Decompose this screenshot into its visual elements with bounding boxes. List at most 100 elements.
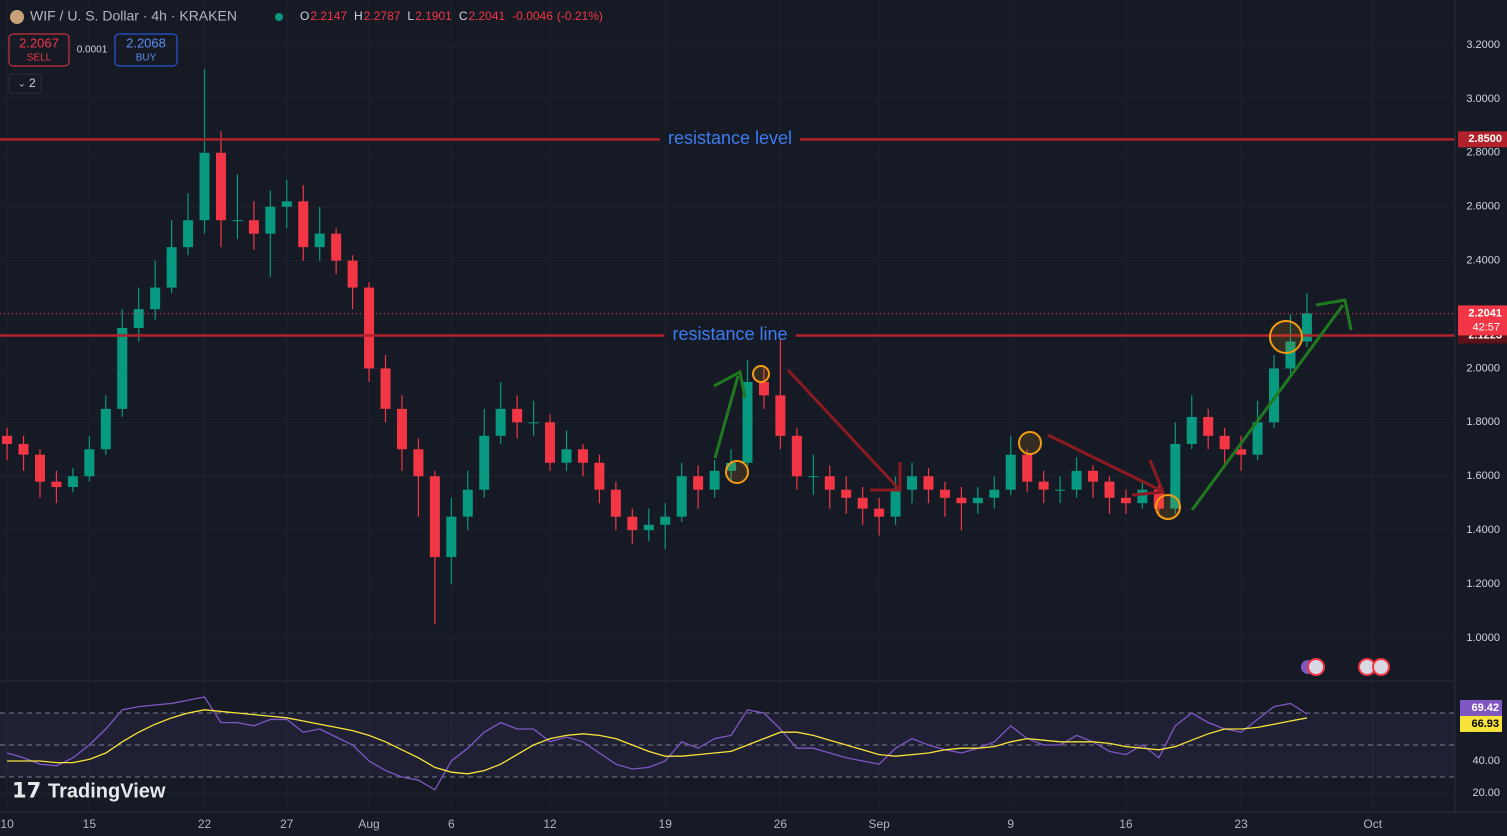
candle-body: [1186, 416, 1197, 444]
candle-body: [396, 408, 407, 450]
arrow-head: [1131, 459, 1166, 497]
y-tick-label: 1.4000: [1466, 524, 1500, 536]
candle-body: [1301, 313, 1312, 342]
candle-body: [577, 449, 588, 463]
candle-body: [479, 435, 490, 490]
level-annotation: resistance line: [672, 324, 787, 344]
y-tick-label: 1.2000: [1466, 578, 1500, 590]
candle-body: [1071, 470, 1082, 490]
x-tick-label: 26: [774, 817, 788, 831]
rsi-tag: [1460, 715, 1502, 732]
candle-body: [462, 489, 473, 517]
candle-body: [215, 152, 226, 221]
highlight-circle: [1269, 320, 1303, 354]
y-tick-label: 1.0000: [1466, 632, 1500, 644]
arrow-head: [1315, 298, 1353, 331]
status-dot: [275, 13, 283, 21]
candle-body: [512, 408, 523, 423]
x-tick-label: 9: [1007, 817, 1014, 831]
arrow-head: [713, 369, 747, 399]
candle-body: [693, 476, 704, 490]
candle-body: [429, 476, 440, 558]
sell-button[interactable]: [8, 33, 70, 67]
ohlc-key: L: [407, 9, 414, 23]
candle-body: [1285, 341, 1296, 369]
candle-body: [232, 220, 243, 222]
annotation-gap: [659, 135, 801, 144]
ohlc-value: 2.2041: [468, 9, 505, 23]
candle-body: [1170, 443, 1181, 509]
spread: 0.0001: [77, 45, 108, 56]
x-tick-label: 23: [1234, 817, 1248, 831]
candle-body: [643, 524, 654, 531]
candle-body: [1252, 422, 1263, 455]
candle-body: [841, 489, 852, 498]
x-tick-label: 6: [448, 817, 455, 831]
y-tick-label: 1.6000: [1466, 470, 1500, 482]
sell-price: 2.2067: [19, 35, 59, 50]
candle-body: [199, 152, 210, 221]
candle-body: [1022, 454, 1033, 482]
rsi-tag-label: 66.93: [1471, 718, 1499, 730]
candle-body: [808, 476, 819, 478]
x-tick-label: 12: [543, 817, 557, 831]
buy-button[interactable]: [114, 33, 178, 67]
event-icon: [1372, 658, 1390, 676]
ohlc-key: H: [354, 9, 363, 23]
candle-body: [528, 422, 539, 424]
event-icon: [1307, 658, 1325, 676]
candle-body: [2, 435, 13, 444]
candle-body: [446, 516, 457, 558]
candle-body: [890, 489, 901, 517]
candle-body: [775, 395, 786, 436]
event-icons: [1301, 658, 1390, 676]
candle-body: [413, 449, 424, 477]
rsi-line: [6, 696, 1308, 791]
x-tick-label: Sep: [868, 817, 890, 831]
candle-body: [1219, 435, 1230, 450]
candle-body: [364, 287, 375, 369]
x-tick-label: 15: [83, 817, 97, 831]
candle-body: [67, 476, 78, 488]
ohlc-key: O: [300, 9, 309, 23]
x-tick-label: Aug: [358, 817, 379, 831]
candle-body: [347, 260, 358, 288]
highlight-circle: [725, 460, 749, 484]
candle-body: [183, 220, 194, 248]
candle-body: [874, 508, 885, 517]
last-price-tag: [1458, 305, 1507, 336]
candle-body: [972, 497, 983, 504]
candle-body: [1005, 454, 1016, 490]
y-tick-label: 3.2000: [1466, 39, 1500, 51]
indicators-toggle[interactable]: [8, 73, 42, 94]
header: WIF / U. S. Dollar · 4h · KRAKEN 2.2067 …: [8, 8, 603, 94]
plot: resistance level resistance line: [0, 69, 1455, 791]
branding: TradingView: [48, 780, 166, 802]
candle-body: [84, 449, 95, 477]
rsi-line: [7, 709, 1308, 775]
candle-body: [150, 287, 161, 310]
candle-body: [1088, 470, 1099, 482]
candle-body: [923, 476, 934, 490]
candle-body: [51, 481, 62, 488]
candle-body: [676, 476, 687, 517]
ohlc-value: 2.1901: [415, 9, 452, 23]
level-annotation: resistance level: [668, 128, 792, 148]
buy-label: BUY: [136, 53, 157, 64]
rsi-tag-label: 69.42: [1471, 702, 1499, 714]
candle-body: [298, 201, 309, 248]
ohlc-value: 2.2147: [310, 9, 347, 23]
candle-body: [709, 470, 720, 490]
arrow: [786, 368, 900, 490]
arrow: [713, 375, 740, 459]
y-tick-label: 2.0000: [1466, 362, 1500, 374]
candle-body: [1104, 481, 1115, 498]
candle-body: [726, 462, 737, 471]
y-tick-label: 20.00: [1472, 787, 1500, 799]
candle-body: [610, 489, 621, 517]
highlight-circle: [1155, 494, 1181, 520]
candle-body: [1137, 489, 1148, 504]
arrow-head: [870, 462, 902, 492]
candle-body: [857, 497, 868, 509]
